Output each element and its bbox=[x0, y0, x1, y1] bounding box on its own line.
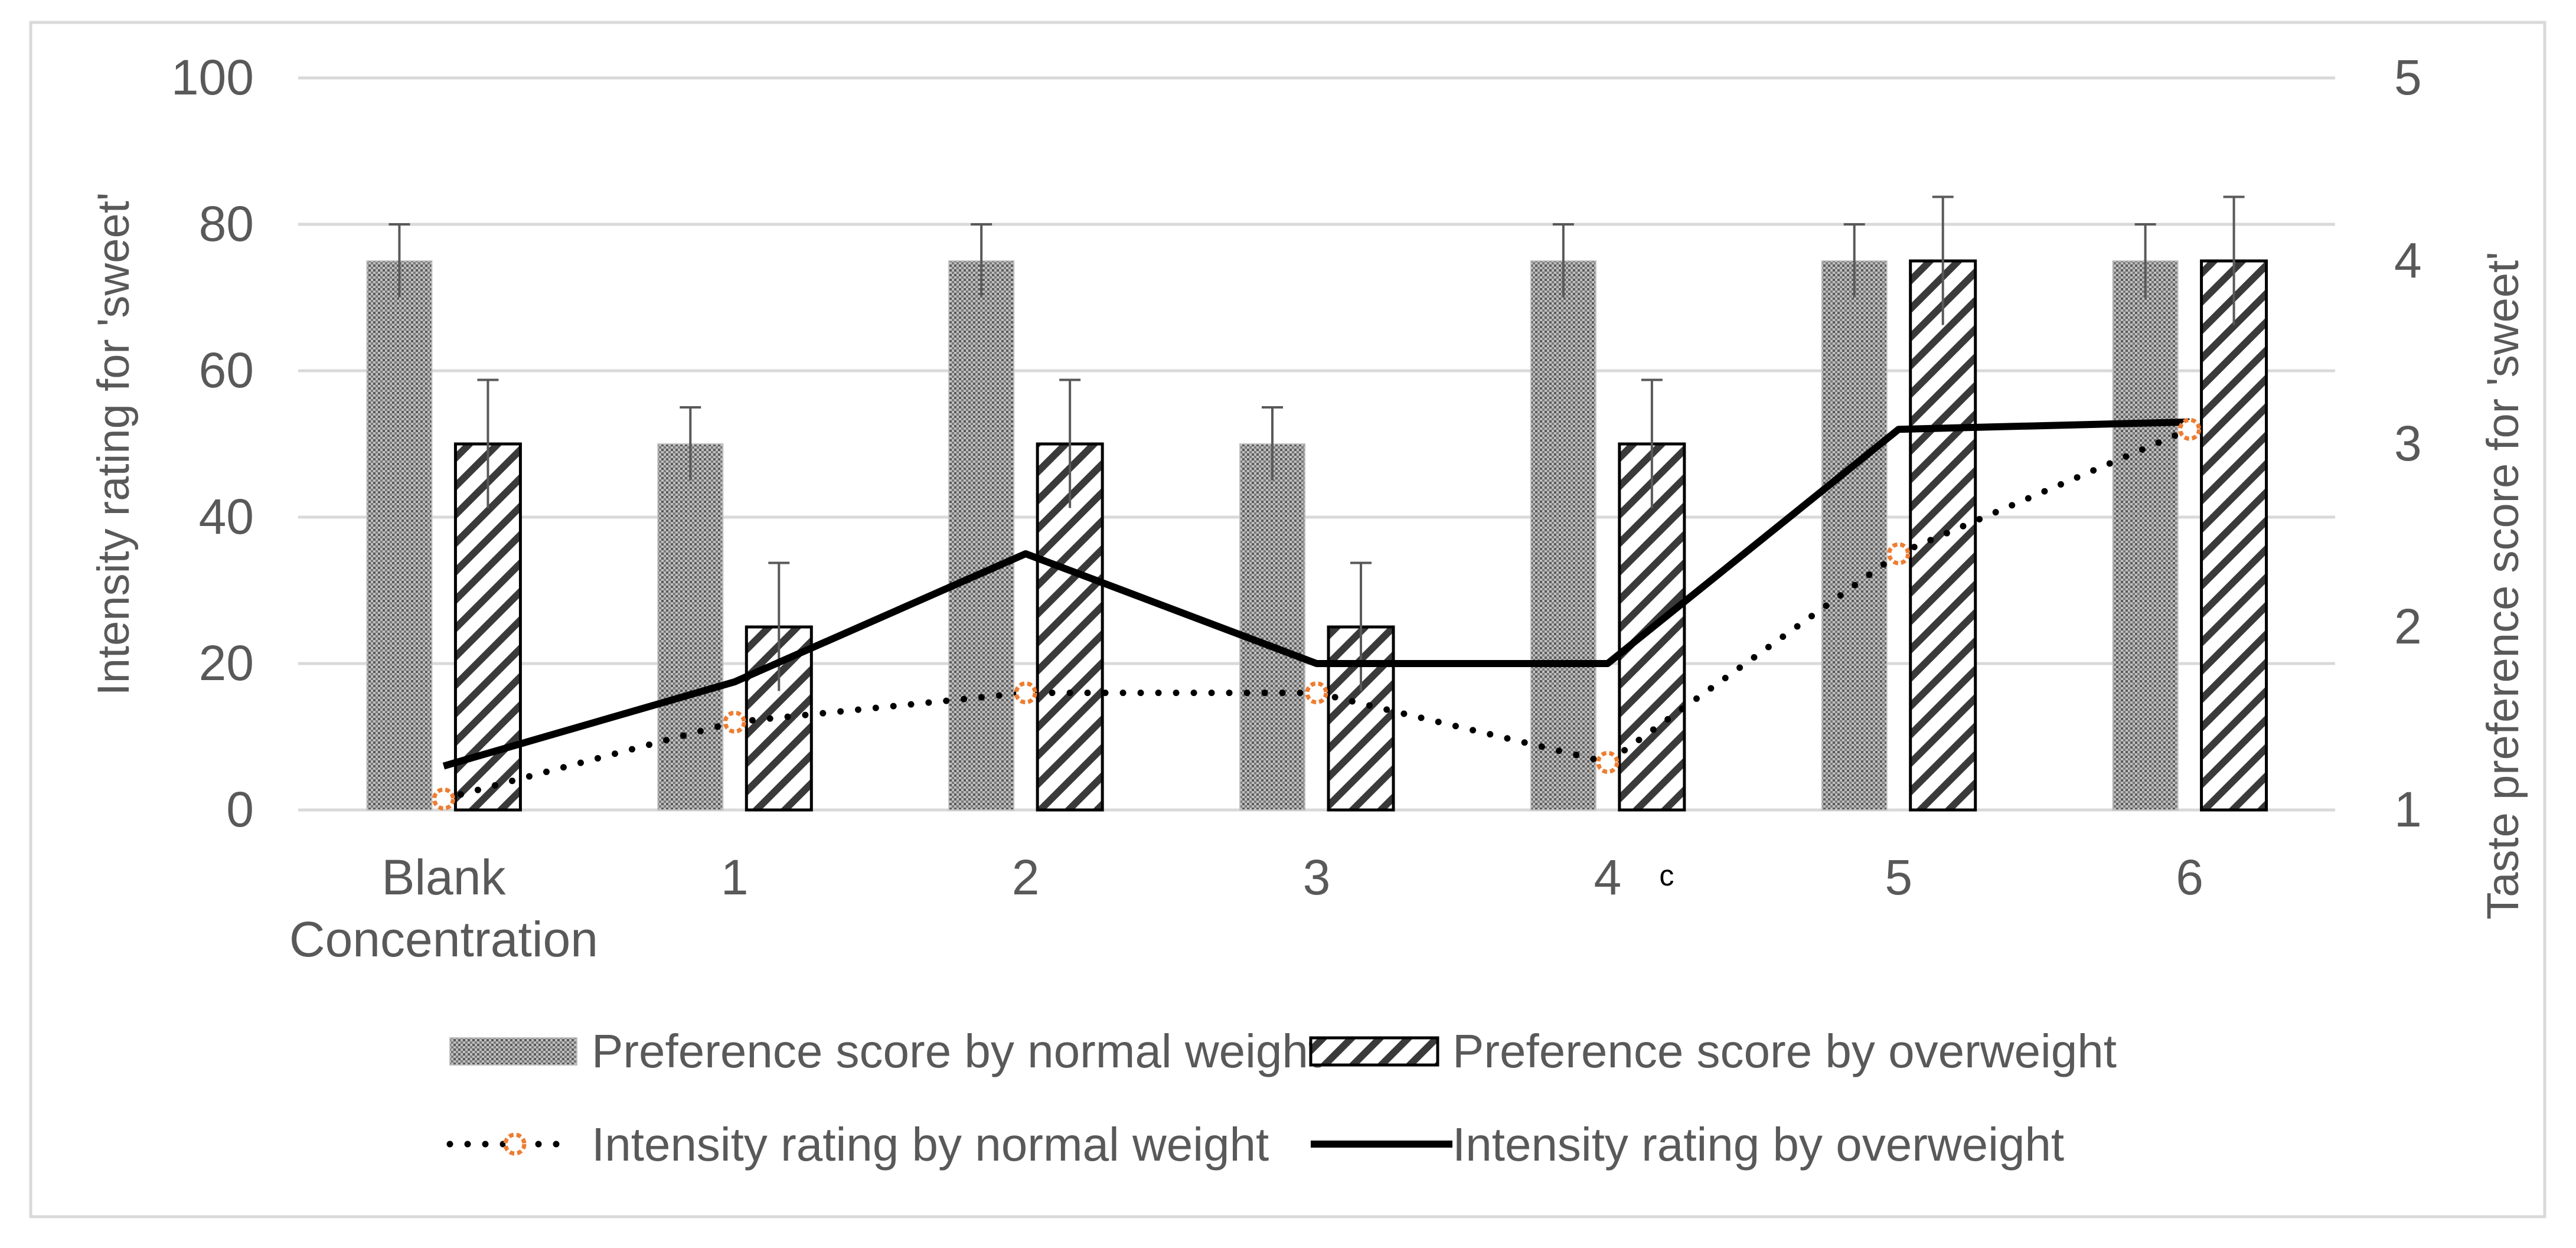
line-series-overweight bbox=[442, 418, 2190, 770]
legend-swatch bbox=[449, 1037, 577, 1066]
y-right-tick-label: 4 bbox=[2394, 233, 2422, 288]
x-tick-label: 5 bbox=[1885, 850, 1912, 905]
x-tick-label: 1 bbox=[721, 850, 749, 905]
line-marker bbox=[1596, 750, 1620, 774]
bar bbox=[657, 443, 724, 811]
y-left-tick-label: 20 bbox=[199, 635, 254, 691]
y-left-tick-label: 40 bbox=[199, 489, 254, 544]
x-tick-label: 3 bbox=[1303, 850, 1331, 905]
y-right-tick-label: 3 bbox=[2394, 416, 2422, 471]
legend-label: Intensity rating by normal weight bbox=[592, 1118, 1269, 1171]
x-tick-label: 4 bbox=[1594, 850, 1621, 905]
line-marker bbox=[1887, 542, 1911, 566]
legend-marker bbox=[503, 1132, 527, 1156]
x-tick-label: 2 bbox=[1012, 850, 1040, 905]
bar bbox=[2200, 259, 2268, 812]
bar bbox=[1909, 259, 1977, 812]
y-right-tick-label: 2 bbox=[2394, 599, 2422, 654]
bar bbox=[948, 260, 1015, 811]
line-marker bbox=[432, 787, 455, 811]
x-tick-label: Concentration bbox=[289, 912, 598, 967]
y-left-tick-label: 80 bbox=[199, 196, 254, 251]
line-marker bbox=[1305, 681, 1328, 705]
y-left-tick-label: 60 bbox=[199, 342, 254, 398]
x-tick-label: Blank bbox=[381, 850, 506, 905]
bar bbox=[2112, 260, 2179, 811]
bar bbox=[366, 260, 433, 811]
y-left-axis-title: Intensity rating for 'sweet' bbox=[89, 192, 139, 696]
line-marker bbox=[1014, 681, 1037, 705]
x-tick-label: 6 bbox=[2176, 850, 2203, 905]
y-left-tick-label: 100 bbox=[171, 50, 254, 105]
legend-label: Preference score by overweight bbox=[1452, 1025, 2117, 1077]
legend-label: Preference score by normal weight bbox=[592, 1025, 1321, 1077]
bar bbox=[1239, 443, 1305, 811]
bar bbox=[1821, 260, 1888, 811]
legend-swatch bbox=[1309, 1036, 1439, 1067]
line-marker bbox=[2178, 417, 2202, 441]
y-right-tick-label: 1 bbox=[2394, 782, 2422, 837]
y-right-tick-label: 5 bbox=[2394, 50, 2422, 105]
stray-label: c bbox=[1659, 859, 1674, 892]
y-left-tick-label: 0 bbox=[226, 782, 254, 837]
bar bbox=[1530, 260, 1596, 811]
y-right-axis-title: Taste preference score for 'sweet' bbox=[2478, 251, 2528, 920]
line-marker bbox=[723, 710, 746, 734]
legend-label: Intensity rating by overweight bbox=[1452, 1118, 2064, 1171]
